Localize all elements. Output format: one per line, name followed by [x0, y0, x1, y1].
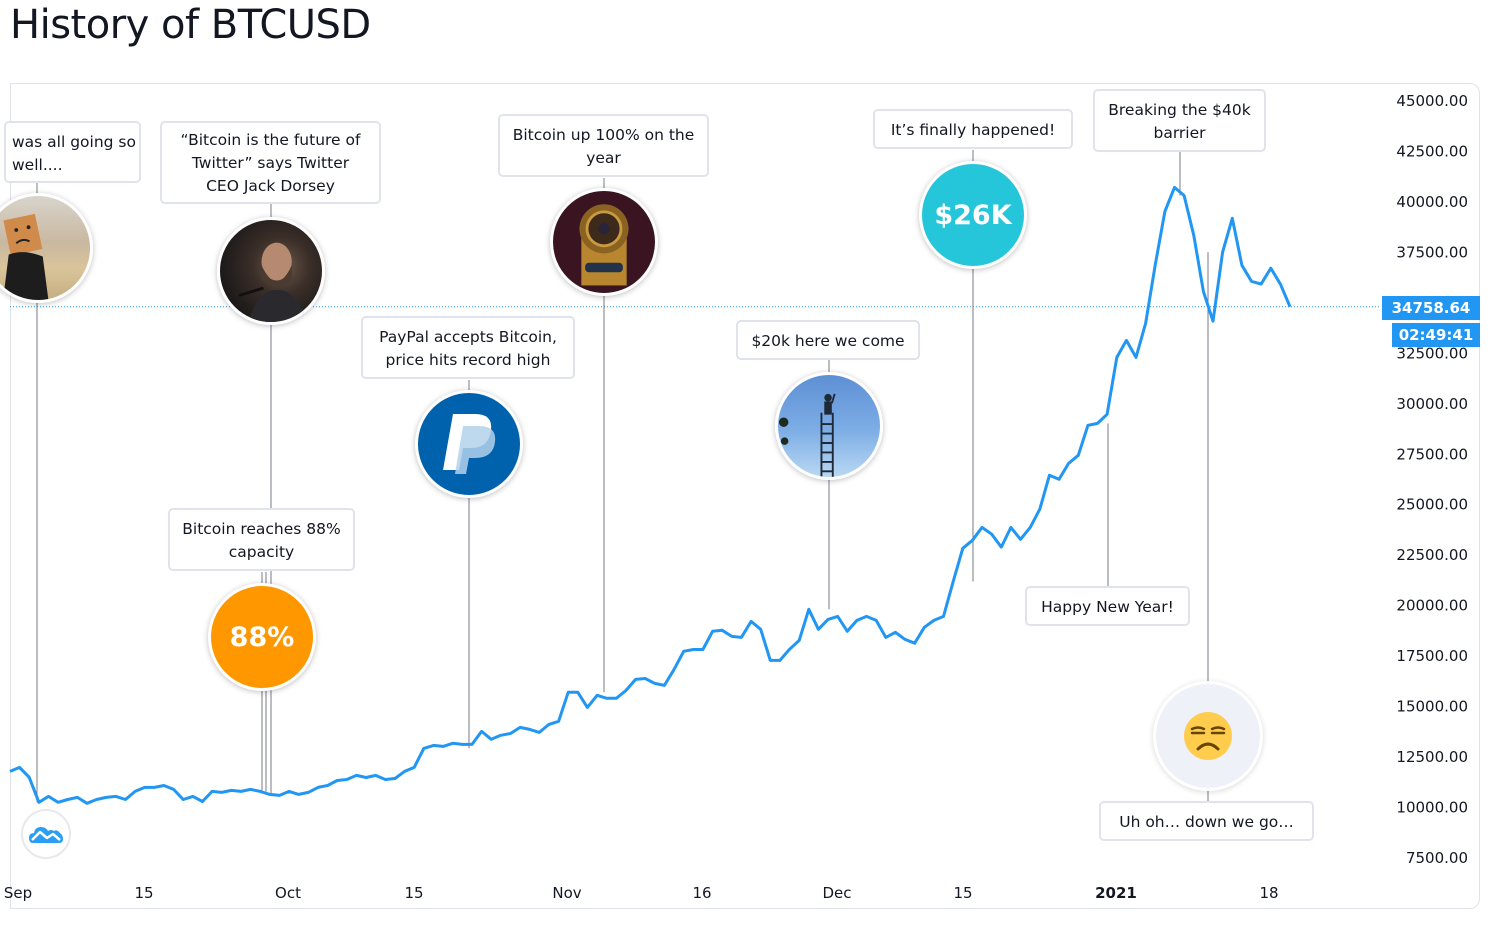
page-title: History of BTCUSD: [10, 2, 371, 48]
callout-down-we-go[interactable]: Uh oh… down we go…: [1099, 801, 1314, 841]
callout-finally-happened[interactable]: It’s finally happened!: [873, 109, 1073, 149]
last-price-label: 34758.64: [1382, 296, 1480, 320]
callout-line: capacity: [228, 543, 295, 561]
golden-throne-image[interactable]: [550, 188, 658, 296]
price-axis-label: 25000.00: [1396, 496, 1468, 514]
price-axis-label: 22500.00: [1396, 546, 1468, 564]
btcusd-price-line[interactable]: [9, 185, 1292, 805]
time-axis-label: Nov: [552, 884, 581, 902]
price-axis-label: 10000.00: [1396, 799, 1468, 817]
paper-bag-person-image[interactable]: [0, 193, 93, 303]
callout-line: Twitter” says Twitter: [191, 154, 350, 172]
callout-line: was all going so: [12, 133, 136, 151]
price-axis-label: 37500.00: [1396, 243, 1468, 261]
unamused-emoji-bubble[interactable]: [1153, 681, 1263, 791]
time-axis-label: 18: [1259, 884, 1278, 902]
price-axis-label: 17500.00: [1396, 647, 1468, 665]
paypal-logo-icon: [443, 414, 496, 474]
time-axis-label: Oct: [275, 884, 301, 902]
callout-line: Uh oh… down we go…: [1119, 813, 1294, 831]
price-axis-label: 30000.00: [1396, 395, 1468, 413]
price-axis-label: 45000.00: [1396, 92, 1468, 110]
time-axis-label: 15: [404, 884, 423, 902]
callout-line: CEO Jack Dorsey: [206, 177, 335, 195]
time-axis: Sep 15 Oct 15 Nov 16 Dec 15 2021 18: [4, 884, 1279, 902]
time-axis-label: Sep: [4, 884, 32, 902]
price-axis-label: 42500.00: [1396, 142, 1468, 160]
callout-line: Bitcoin up 100% on the: [512, 126, 695, 144]
tradingview-logo-button[interactable]: [21, 809, 71, 859]
person-on-ladder-image[interactable]: [775, 372, 883, 480]
26k-bubble[interactable]: $26K: [919, 161, 1027, 269]
price-axis: 45000.0042500.0040000.0037500.0035000.00…: [1396, 92, 1468, 867]
callout-line: Happy New Year!: [1041, 598, 1174, 616]
88-percent-bubble[interactable]: 88%: [208, 583, 316, 691]
price-axis-label: 7500.00: [1406, 849, 1468, 867]
time-axis-label: 2021: [1095, 884, 1137, 902]
price-axis-label: 20000.00: [1396, 597, 1468, 615]
person-portrait-icon: [238, 242, 307, 322]
time-axis-label: Dec: [822, 884, 851, 902]
price-axis-label: 15000.00: [1396, 698, 1468, 716]
callout-going-so-well[interactable]: was all going so well....: [4, 121, 141, 183]
price-axis-label: 12500.00: [1396, 748, 1468, 766]
price-axis-label: 32500.00: [1396, 344, 1468, 362]
jack-dorsey-portrait-image[interactable]: [217, 217, 325, 325]
ladder-icon: [778, 393, 836, 477]
price-axis-label: 27500.00: [1396, 445, 1468, 463]
callout-up-100[interactable]: Bitcoin up 100% on the year: [498, 114, 709, 177]
callout-line: barrier: [1153, 124, 1206, 142]
callout-line: “Bitcoin is the future of: [180, 131, 361, 149]
callout-happy-new-year[interactable]: Happy New Year!: [1025, 586, 1190, 626]
unamused-face-icon: [1184, 712, 1232, 760]
paper-bag-person-icon: [3, 213, 49, 300]
callout-40k-barrier[interactable]: Breaking the $40k barrier: [1093, 89, 1266, 152]
bar-countdown-label: 02:49:41: [1392, 323, 1480, 347]
callout-line: $20k here we come: [751, 332, 905, 350]
paypal-logo-bubble[interactable]: [415, 390, 523, 498]
price-axis-label: 40000.00: [1396, 193, 1468, 211]
tradingview-cloud-icon: [29, 827, 63, 843]
callout-20k[interactable]: $20k here we come: [736, 320, 920, 360]
callout-88-capacity[interactable]: Bitcoin reaches 88% capacity: [168, 508, 355, 571]
callout-paypal[interactable]: PayPal accepts Bitcoin, price hits recor…: [361, 316, 575, 379]
callout-line: It’s finally happened!: [890, 121, 1056, 139]
callout-line: PayPal accepts Bitcoin,: [379, 328, 557, 346]
callout-line: Bitcoin reaches 88%: [182, 520, 341, 538]
callout-line: price hits record high: [385, 351, 551, 369]
callout-jack-dorsey[interactable]: “Bitcoin is the future of Twitter” says …: [160, 121, 381, 204]
callout-line: well....: [12, 156, 63, 174]
time-axis-label: 16: [692, 884, 711, 902]
callout-line: year: [586, 149, 621, 167]
throne-icon: [579, 204, 629, 286]
callout-line: Breaking the $40k: [1108, 101, 1251, 119]
time-axis-label: 15: [134, 884, 153, 902]
chart-container[interactable]: [10, 83, 1480, 909]
time-axis-label: 15: [953, 884, 972, 902]
